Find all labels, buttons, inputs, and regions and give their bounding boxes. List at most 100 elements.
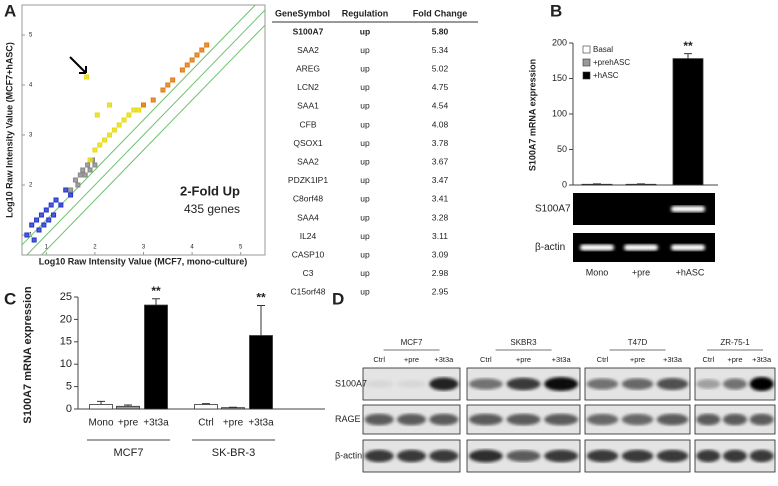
- point: [111, 127, 117, 133]
- table-cell: up: [360, 26, 370, 36]
- table-header: Fold Change: [413, 8, 468, 18]
- cell-line: T47D: [628, 338, 648, 347]
- bar: [194, 404, 218, 410]
- x-tick-label: +pre: [118, 418, 139, 429]
- table-cell: QSOX1: [293, 138, 323, 148]
- table-cell: 3.78: [432, 138, 449, 148]
- legend-label: +prehASC: [593, 58, 630, 67]
- y-axis-label: S100A7 mRNA expression: [22, 286, 34, 423]
- lane-label: +pre: [404, 355, 419, 364]
- blot-band: [696, 379, 721, 389]
- point: [51, 212, 57, 218]
- table-cell: up: [360, 138, 370, 148]
- x-tick-label: +hASC: [676, 267, 705, 277]
- table-cell: LCN2: [297, 82, 319, 92]
- blot-band: [468, 449, 503, 463]
- point: [126, 112, 132, 118]
- group-label: MCF7: [114, 447, 144, 459]
- group-label: SK-BR-3: [212, 447, 255, 459]
- blot-band: [696, 449, 721, 463]
- point: [43, 207, 49, 213]
- table-cell: up: [360, 63, 370, 73]
- table-cell: 3.09: [432, 249, 449, 259]
- table-cell: 3.11: [432, 231, 448, 241]
- table-cell: 3.41: [432, 194, 449, 204]
- point: [24, 232, 30, 238]
- lane-label: Ctrl: [597, 355, 609, 364]
- point: [80, 167, 86, 173]
- table-cell: S100A7: [293, 26, 324, 36]
- cell-line: SKBR3: [510, 338, 537, 347]
- blot-band: [544, 449, 579, 463]
- panel-label: C: [4, 289, 16, 308]
- point: [92, 162, 98, 168]
- point: [84, 74, 90, 80]
- table-cell: 5.02: [432, 63, 449, 73]
- fold-line: [26, 9, 265, 255]
- blot-band: [749, 449, 774, 463]
- point: [199, 47, 205, 53]
- gel-row-label: β-actin: [535, 242, 565, 253]
- y-axis-label: S100A7 mRNA expression: [527, 59, 537, 171]
- table-cell: 2.95: [432, 287, 449, 297]
- x-tick-label: +pre: [223, 418, 244, 429]
- blot-band: [621, 413, 654, 426]
- y-tick-label: 3: [29, 133, 33, 139]
- table-cell: up: [360, 82, 370, 92]
- significance: **: [683, 39, 693, 53]
- error-bar: [152, 298, 160, 306]
- annotation: 2-Fold Up: [180, 183, 240, 198]
- table-cell: up: [360, 101, 370, 111]
- panel-label: D: [332, 289, 344, 308]
- point: [41, 222, 47, 228]
- point: [53, 197, 59, 203]
- table-cell: up: [360, 156, 370, 166]
- x-tick-label: Mono: [88, 418, 113, 429]
- gel-row-label: S100A7: [535, 204, 571, 215]
- y-tick-label: 0: [562, 179, 567, 189]
- point: [36, 227, 42, 233]
- point: [38, 212, 44, 218]
- table-cell: CASP10: [292, 249, 325, 259]
- blot-band: [468, 378, 503, 390]
- blot-band: [544, 377, 579, 391]
- blot-band: [656, 413, 689, 426]
- point: [77, 172, 83, 178]
- point: [48, 202, 54, 208]
- x-tick-label: 4: [190, 245, 194, 251]
- blot-band: [396, 379, 427, 389]
- y-tick-label: 150: [552, 73, 567, 83]
- x-tick-label: +3t3a: [143, 418, 169, 429]
- point: [165, 82, 171, 88]
- blot-band: [723, 413, 747, 426]
- point: [34, 217, 40, 223]
- point: [63, 187, 69, 193]
- x-tick-label: +3t3a: [248, 418, 274, 429]
- point: [184, 62, 190, 68]
- point: [31, 237, 37, 243]
- blot-band: [586, 449, 619, 463]
- gel-band: [580, 244, 614, 251]
- y-tick-label: 10: [60, 358, 72, 370]
- table-cell: up: [360, 212, 370, 222]
- table-cell: 5.80: [432, 26, 449, 36]
- point: [131, 107, 137, 113]
- table-cell: 3.47: [432, 175, 449, 185]
- lane-label: Ctrl: [702, 355, 714, 364]
- table-cell: SAA4: [297, 212, 319, 222]
- point: [72, 177, 78, 183]
- cell-line: MCF7: [401, 338, 423, 347]
- significance: **: [151, 284, 161, 298]
- x-tick-label: +pre: [632, 267, 650, 277]
- point: [75, 182, 81, 188]
- y-tick-label: 200: [552, 37, 567, 47]
- point: [179, 67, 185, 73]
- point: [116, 122, 122, 128]
- point: [68, 187, 74, 193]
- bar: [221, 407, 245, 410]
- bar: [116, 405, 140, 410]
- table-cell: 3.28: [432, 212, 449, 222]
- blot-band: [544, 413, 579, 426]
- table-cell: up: [360, 231, 370, 241]
- y-tick-label: 5: [29, 33, 33, 39]
